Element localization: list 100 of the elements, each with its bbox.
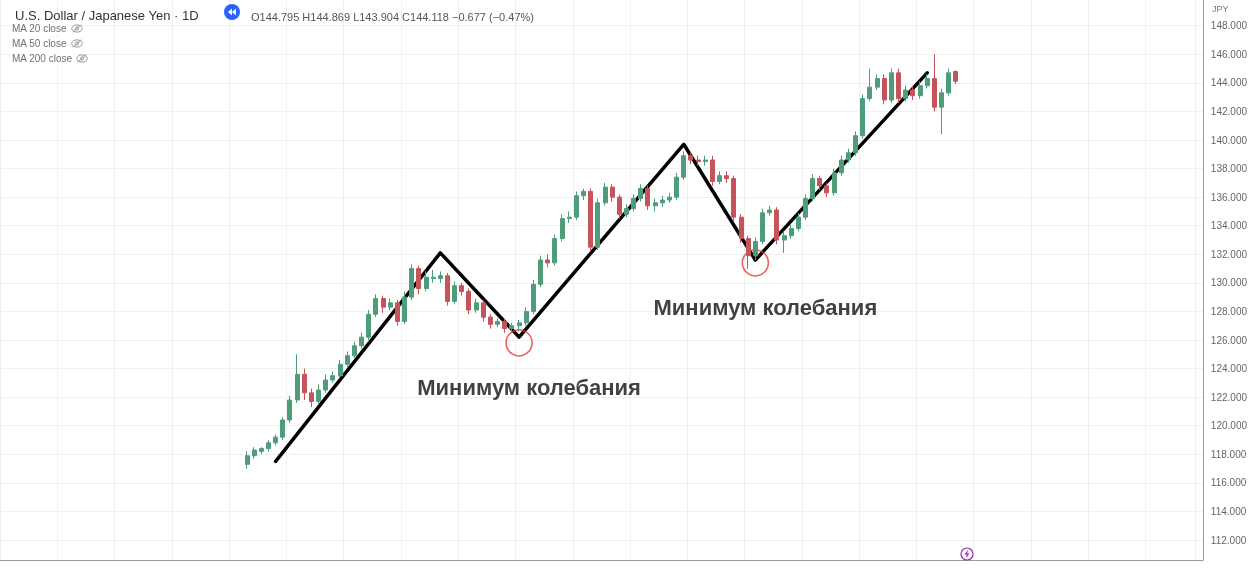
candlestick (359, 332, 364, 350)
candlestick (696, 155, 701, 167)
candlestick (352, 340, 357, 360)
candlestick (753, 236, 758, 261)
candlestick (273, 433, 278, 447)
y-tick-label: 136.000 (1210, 191, 1248, 203)
candlestick (388, 298, 393, 311)
candlestick (445, 272, 450, 307)
candlestick (481, 299, 486, 322)
y-tick-label: 130.000 (1210, 277, 1248, 289)
candlestick (488, 313, 493, 330)
candlestick (953, 69, 958, 85)
candlestick (409, 263, 414, 301)
candlestick (789, 223, 794, 240)
y-tick-label: 146.000 (1210, 48, 1248, 60)
candlestick (932, 53, 937, 112)
candlestick (338, 359, 343, 380)
candlestick (474, 298, 479, 314)
candlestick (681, 150, 686, 181)
candlestick (631, 193, 636, 212)
candlestick (645, 185, 650, 211)
annotation: Минимум колебания (653, 295, 878, 321)
candlestick (824, 182, 829, 198)
y-tick-label: 122.000 (1210, 391, 1248, 403)
candlestick (266, 439, 271, 452)
candlestick (832, 168, 837, 197)
y-tick-label: 126.000 (1210, 334, 1248, 346)
candlestick (552, 233, 557, 267)
candlestick (545, 253, 550, 268)
candlestick (846, 148, 851, 164)
candlestick (724, 170, 729, 184)
candlestick (717, 170, 722, 185)
candlestick (653, 198, 658, 212)
annotation: Минимум колебания (417, 375, 641, 401)
candlestick (574, 190, 579, 221)
candlestick (603, 182, 608, 207)
candlestick (287, 395, 292, 424)
candlestick (867, 68, 872, 102)
candlestick (710, 155, 715, 187)
y-tick-label: 134.000 (1210, 220, 1248, 232)
line-series (273, 71, 929, 464)
candlestick (345, 350, 350, 368)
y-tick-label: 140.000 (1210, 134, 1248, 146)
candlestick (517, 319, 522, 332)
candlestick (438, 270, 443, 284)
candlestick (760, 208, 765, 245)
y-tick-label: 128.000 (1210, 305, 1248, 317)
candlestick (860, 93, 865, 140)
annotation: MA 20 close (12, 22, 67, 34)
candlestick (703, 155, 708, 167)
candlestick (803, 193, 808, 221)
candlestick (889, 68, 894, 104)
candlestick (502, 318, 507, 334)
candlestick (431, 269, 436, 284)
candlestick (509, 322, 514, 334)
annotation: MA 200 close (12, 52, 73, 64)
candlestick (810, 173, 815, 202)
candlestick (746, 235, 751, 270)
candlestick (459, 282, 464, 297)
candlestick (560, 213, 565, 242)
candlestick (330, 370, 335, 384)
candlestick (316, 383, 321, 405)
candlestick (567, 210, 572, 224)
y-tick-label: 112.000 (1210, 534, 1247, 546)
y-tick-label: 118.000 (1210, 448, 1247, 460)
candlestick (452, 280, 457, 305)
candlestick (309, 388, 314, 408)
candlestick (617, 193, 622, 220)
candlestick (946, 68, 951, 97)
candlestick (896, 68, 901, 104)
candlestick (466, 288, 471, 315)
candlestick (839, 155, 844, 177)
candlestick (638, 183, 643, 202)
candlestick (918, 80, 923, 100)
candlestick (245, 450, 250, 470)
candlestick (939, 88, 944, 135)
text: U.S. Dollar / Japanese Yen · 1D (15, 8, 199, 23)
candlestick (402, 290, 407, 325)
candlestick (731, 175, 736, 222)
text: O144.795 H144.869 L143.904 C144.118 −0.677 (−0.47%) (251, 10, 534, 23)
candlestick (280, 416, 285, 441)
y-tick-label: 132.000 (1210, 248, 1248, 260)
candlestick (767, 205, 772, 217)
candlestick (782, 230, 787, 254)
candlestick (295, 353, 300, 404)
candlestick (538, 255, 543, 288)
y-tick-label: 114.000 (1210, 505, 1247, 517)
candlestick (381, 295, 386, 314)
candlestick (302, 368, 307, 401)
y-tick-label: 124.000 (1210, 363, 1248, 375)
candlestick (259, 446, 264, 455)
y-axis-title: JPY (1212, 3, 1229, 14)
candlestick (903, 85, 908, 102)
y-tick-label: 144.000 (1210, 77, 1248, 89)
candlestick (395, 299, 400, 327)
candlestick (925, 73, 930, 90)
candlestick (875, 73, 880, 91)
y-tick-label: 120.000 (1210, 420, 1248, 432)
candlestick (531, 279, 536, 315)
candlestick (739, 213, 744, 244)
